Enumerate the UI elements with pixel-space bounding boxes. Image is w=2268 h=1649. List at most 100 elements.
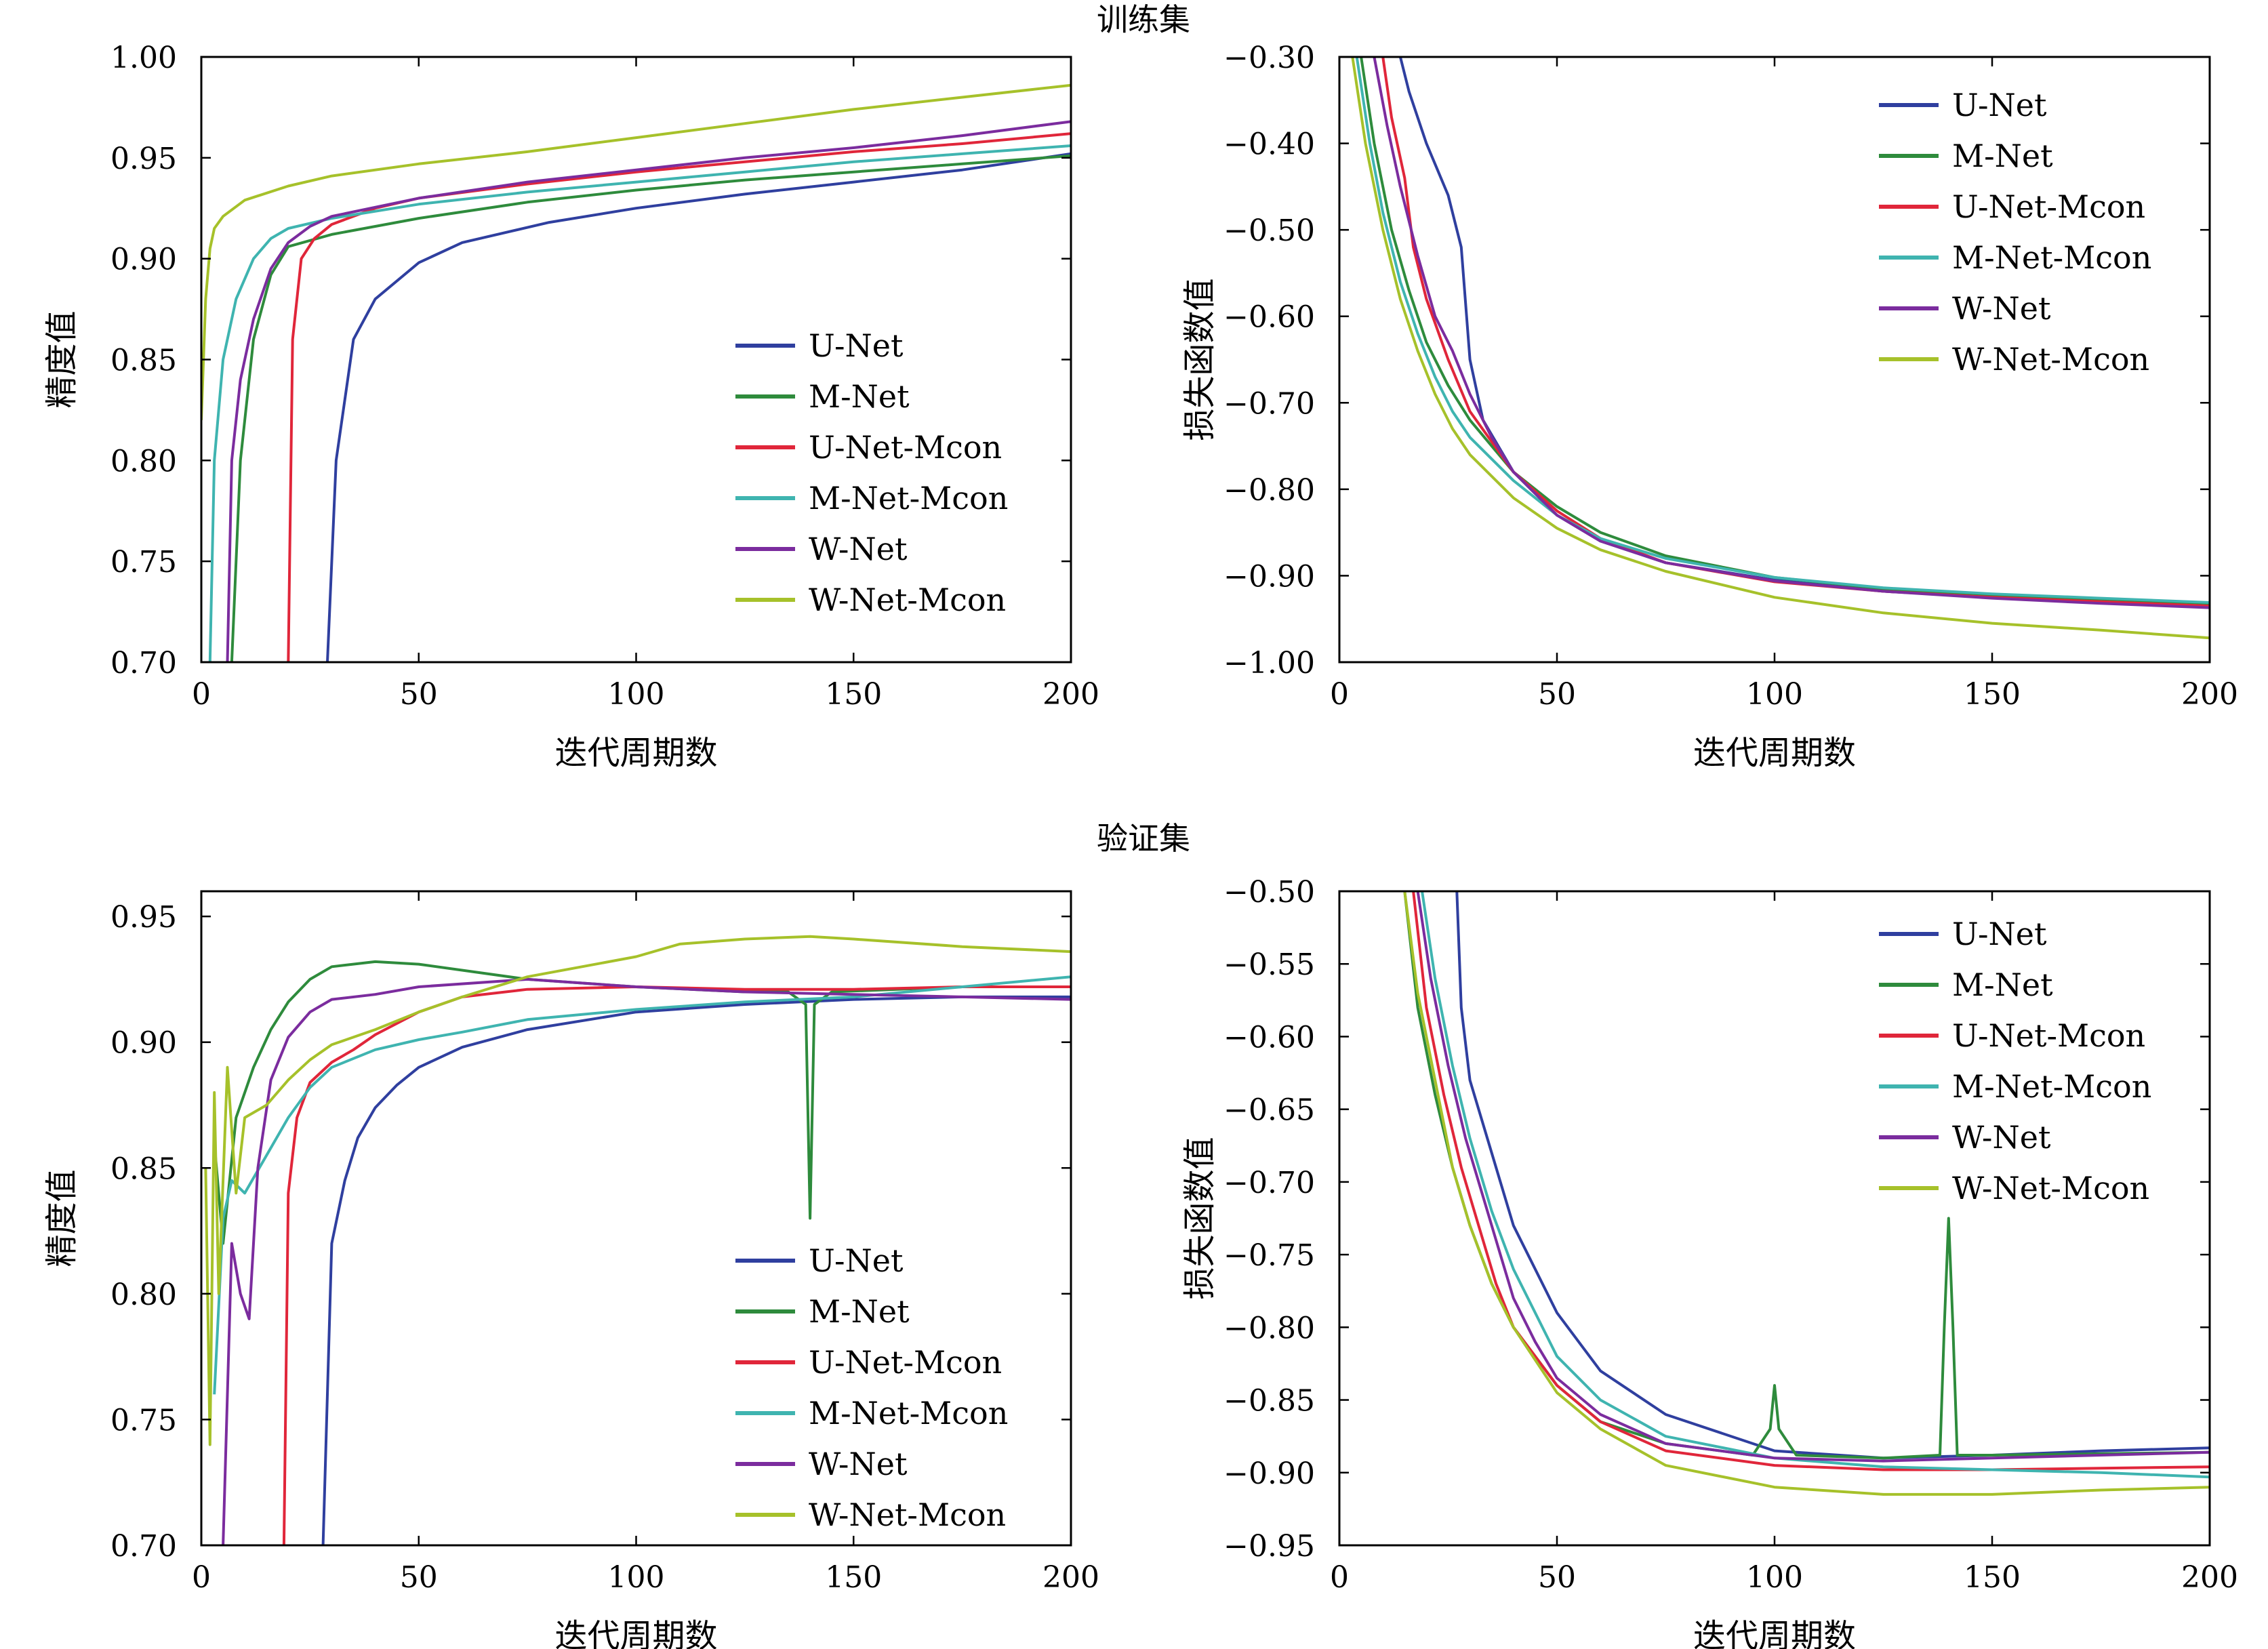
val-loss-series-line-m-net-mcon bbox=[1421, 891, 2210, 1479]
train-loss-legend-label: W-Net bbox=[1952, 290, 2051, 327]
val-loss-legend-label: W-Net-Mcon bbox=[1952, 1170, 2149, 1206]
train-loss-series-line-m-net bbox=[1360, 57, 2210, 605]
section-title-val: 验证集 bbox=[1097, 820, 1190, 857]
val-accuracy-series-line-m-net bbox=[213, 960, 1071, 1245]
val-loss-x-tick-label: 0 bbox=[1330, 1560, 1349, 1595]
train-loss-series-line-m-net-mcon bbox=[1355, 57, 2210, 604]
val-loss-y-tick-label: −0.60 bbox=[1223, 1020, 1315, 1055]
train-accuracy-legend-label: W-Net-Mcon bbox=[809, 582, 1006, 618]
train-loss-legend-label: M-Net-Mcon bbox=[1952, 239, 2151, 276]
val-accuracy-chart: 0 50 100 150 200 0.70 0.75 0.80 0.85 0.90 0.95 迭代周期… bbox=[43, 890, 1099, 1649]
val-accuracy-x-tick-label: 150 bbox=[825, 1560, 882, 1595]
train-loss-legend-label: U-Net bbox=[1952, 87, 2047, 123]
train-accuracy-y-tick-label: 0.90 bbox=[110, 243, 177, 277]
val-accuracy-legend-label: W-Net-Mcon bbox=[809, 1497, 1006, 1533]
train-loss-y-tick-label: −0.90 bbox=[1223, 559, 1315, 594]
train-loss-legend-label: M-Net bbox=[1952, 138, 2053, 174]
train-accuracy-legend-label: W-Net bbox=[809, 531, 908, 567]
train-accuracy-y-tick-label: 0.80 bbox=[110, 444, 177, 479]
val-loss-y-tick-label: −0.55 bbox=[1223, 948, 1315, 982]
val-accuracy-series-line-w-net-mcon bbox=[204, 935, 1071, 1446]
val-loss-legend-label: M-Net-Mcon bbox=[1952, 1068, 2151, 1105]
train-accuracy-legend-label: U-Net-Mcon bbox=[809, 429, 1002, 466]
chart-panels: 0 50 100 150 200 0.70 0.75 0.80 0.85 0.90 0.95 1.00… bbox=[43, 41, 2238, 1649]
val-loss-y-tick-label: −0.90 bbox=[1223, 1457, 1315, 1491]
val-loss-x-axis-title: 迭代周期数 bbox=[1693, 1617, 1856, 1649]
val-loss-y-tick-label: −0.50 bbox=[1223, 875, 1315, 910]
val-accuracy-x-tick-label: 0 bbox=[192, 1560, 211, 1595]
train-loss-y-tick-label: −0.80 bbox=[1223, 473, 1315, 508]
val-accuracy-legend-label: U-Net-Mcon bbox=[809, 1344, 1002, 1381]
train-accuracy-series-group bbox=[201, 83, 1071, 662]
train-loss-series-line-w-net-mcon bbox=[1351, 57, 2210, 640]
val-loss-legend-label: U-Net-Mcon bbox=[1952, 1017, 2145, 1054]
val-loss-legend-label: W-Net bbox=[1952, 1119, 2051, 1156]
val-loss-y-tick-label: −0.80 bbox=[1223, 1311, 1315, 1345]
val-loss-y-tick-label: −0.65 bbox=[1223, 1093, 1315, 1128]
train-accuracy-x-axis-title: 迭代周期数 bbox=[554, 734, 717, 772]
val-accuracy-series-line-u-net-mcon bbox=[282, 985, 1071, 1545]
val-loss-y-axis-title: 损失函数值 bbox=[1181, 1137, 1219, 1299]
train-loss-x-axis-title: 迭代周期数 bbox=[1693, 734, 1856, 772]
val-accuracy-x-tick-label: 200 bbox=[1042, 1560, 1099, 1595]
train-loss-y-tick-label: −1.00 bbox=[1223, 646, 1315, 680]
val-loss-y-tick-label: −0.70 bbox=[1223, 1166, 1315, 1200]
train-accuracy-legend-label: U-Net bbox=[809, 327, 904, 364]
val-accuracy-legend-label: U-Net bbox=[809, 1242, 904, 1279]
train-accuracy-series-line-u-net bbox=[326, 152, 1071, 662]
train-accuracy-legend: U-Net M-Net U-Net-Mcon M-Net-Mcon W-Net W-Net… bbox=[735, 327, 1008, 618]
train-loss-legend: U-Net M-Net U-Net-Mcon M-Net-Mcon W-Net W-Net… bbox=[1879, 87, 2151, 378]
val-accuracy-x-axis-title: 迭代周期数 bbox=[554, 1617, 717, 1649]
val-loss-chart: 0 50 100 150 200 −0.95 −0.90 −0.85 −0.80 −0.75 −0.… bbox=[1181, 875, 2238, 1649]
section-title-train: 训练集 bbox=[1097, 1, 1190, 38]
train-loss-x-tick-label: 0 bbox=[1330, 677, 1349, 712]
val-accuracy-legend-label: W-Net bbox=[809, 1446, 908, 1482]
val-accuracy-legend-label: M-Net bbox=[809, 1293, 910, 1330]
val-loss-legend: U-Net M-Net U-Net-Mcon M-Net-Mcon W-Net W-Net… bbox=[1879, 916, 2151, 1206]
train-accuracy-legend-label: M-Net bbox=[809, 378, 910, 415]
train-loss-chart: 0 50 100 150 200 −1.00 −0.90 −0.80 −0.70 −0.60 −0.… bbox=[1181, 41, 2238, 772]
train-loss-y-axis-title: 损失函数值 bbox=[1181, 278, 1219, 441]
train-accuracy-y-tick-label: 0.70 bbox=[110, 646, 177, 680]
train-accuracy-x-tick-label: 0 bbox=[192, 677, 211, 712]
val-accuracy-y-axis-title: 精度值 bbox=[43, 1169, 81, 1267]
train-accuracy-y-axis-title: 精度值 bbox=[43, 310, 81, 408]
val-loss-y-tick-label: −0.95 bbox=[1223, 1529, 1315, 1564]
train-accuracy-series-line-m-net bbox=[230, 154, 1071, 662]
val-accuracy-series-line-w-net bbox=[222, 977, 1071, 1545]
val-accuracy-y-tick-label: 0.75 bbox=[110, 1403, 177, 1438]
train-loss-y-tick-label: −0.60 bbox=[1223, 300, 1315, 335]
train-loss-series-group bbox=[1351, 57, 2210, 640]
train-accuracy-x-tick-label: 50 bbox=[400, 677, 438, 712]
train-accuracy-legend-label: M-Net-Mcon bbox=[809, 480, 1008, 516]
val-loss-series-line-w-net-mcon bbox=[1403, 891, 2210, 1496]
val-accuracy-legend: U-Net M-Net U-Net-Mcon M-Net-Mcon W-Net W-Net… bbox=[735, 1242, 1008, 1533]
train-loss-y-tick-label: −0.30 bbox=[1223, 41, 1315, 75]
train-accuracy-y-tick-label: 0.95 bbox=[110, 142, 177, 176]
train-loss-series-line-u-net bbox=[1398, 57, 2210, 608]
val-accuracy-y-tick-label: 0.90 bbox=[110, 1026, 177, 1061]
val-loss-x-tick-label: 200 bbox=[2181, 1560, 2238, 1595]
train-loss-x-tick-label: 150 bbox=[1964, 677, 2021, 712]
val-accuracy-x-tick-label: 100 bbox=[608, 1560, 665, 1595]
train-loss-series-line-u-net-mcon bbox=[1381, 57, 2210, 608]
train-loss-legend-label: W-Net-Mcon bbox=[1952, 341, 2149, 378]
val-accuracy-legend-label: M-Net-Mcon bbox=[809, 1395, 1008, 1431]
val-accuracy-y-tick-label: 0.70 bbox=[110, 1529, 177, 1564]
train-accuracy-series-line-w-net-mcon bbox=[201, 83, 1071, 420]
train-accuracy-y-tick-label: 0.85 bbox=[110, 344, 177, 378]
train-loss-series-line-w-net bbox=[1373, 57, 2210, 609]
train-loss-legend-label: U-Net-Mcon bbox=[1952, 188, 2145, 225]
val-loss-x-tick-label: 150 bbox=[1964, 1560, 2021, 1595]
val-loss-legend-label: M-Net bbox=[1952, 966, 2053, 1003]
train-loss-x-tick-label: 100 bbox=[1746, 677, 1803, 712]
val-loss-y-tick-label: −0.85 bbox=[1223, 1384, 1315, 1419]
val-accuracy-y-tick-label: 0.85 bbox=[110, 1152, 177, 1186]
train-accuracy-series-line-m-net-mcon bbox=[208, 144, 1071, 662]
train-accuracy-y-tick-label: 1.00 bbox=[110, 41, 177, 75]
train-loss-x-tick-label: 50 bbox=[1538, 677, 1576, 712]
val-accuracy-x-tick-label: 50 bbox=[400, 1560, 438, 1595]
train-loss-y-tick-label: −0.70 bbox=[1223, 386, 1315, 421]
train-loss-y-tick-label: −0.40 bbox=[1223, 127, 1315, 162]
